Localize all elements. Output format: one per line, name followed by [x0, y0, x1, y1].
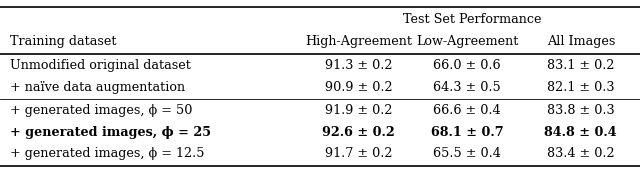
Text: + generated images, ϕ = 25: + generated images, ϕ = 25	[10, 126, 211, 139]
Text: 64.3 ± 0.5: 64.3 ± 0.5	[433, 81, 501, 94]
Text: All Images: All Images	[547, 35, 615, 48]
Text: Training dataset: Training dataset	[10, 35, 116, 48]
Text: 91.9 ± 0.2: 91.9 ± 0.2	[324, 104, 392, 117]
Text: 84.8 ± 0.4: 84.8 ± 0.4	[545, 126, 617, 139]
Text: Low-Agreement: Low-Agreement	[416, 35, 518, 48]
Text: 82.1 ± 0.3: 82.1 ± 0.3	[547, 81, 614, 94]
Text: High-Agreement: High-Agreement	[305, 35, 412, 48]
Text: + naïve data augmentation: + naïve data augmentation	[10, 81, 185, 94]
Text: 68.1 ± 0.7: 68.1 ± 0.7	[431, 126, 504, 139]
Text: Test Set Performance: Test Set Performance	[403, 13, 541, 26]
Text: 83.4 ± 0.2: 83.4 ± 0.2	[547, 147, 614, 160]
Text: 66.6 ± 0.4: 66.6 ± 0.4	[433, 104, 501, 117]
Text: 66.0 ± 0.6: 66.0 ± 0.6	[433, 59, 501, 72]
Text: + generated images, ϕ = 12.5: + generated images, ϕ = 12.5	[10, 147, 204, 160]
Text: 83.8 ± 0.3: 83.8 ± 0.3	[547, 104, 614, 117]
Text: + generated images, ϕ = 50: + generated images, ϕ = 50	[10, 104, 192, 117]
Text: 91.7 ± 0.2: 91.7 ± 0.2	[324, 147, 392, 160]
Text: 91.3 ± 0.2: 91.3 ± 0.2	[324, 59, 392, 72]
Text: 65.5 ± 0.4: 65.5 ± 0.4	[433, 147, 501, 160]
Text: 90.9 ± 0.2: 90.9 ± 0.2	[324, 81, 392, 94]
Text: 83.1 ± 0.2: 83.1 ± 0.2	[547, 59, 614, 72]
Text: Unmodified original dataset: Unmodified original dataset	[10, 59, 191, 72]
Text: 92.6 ± 0.2: 92.6 ± 0.2	[322, 126, 395, 139]
